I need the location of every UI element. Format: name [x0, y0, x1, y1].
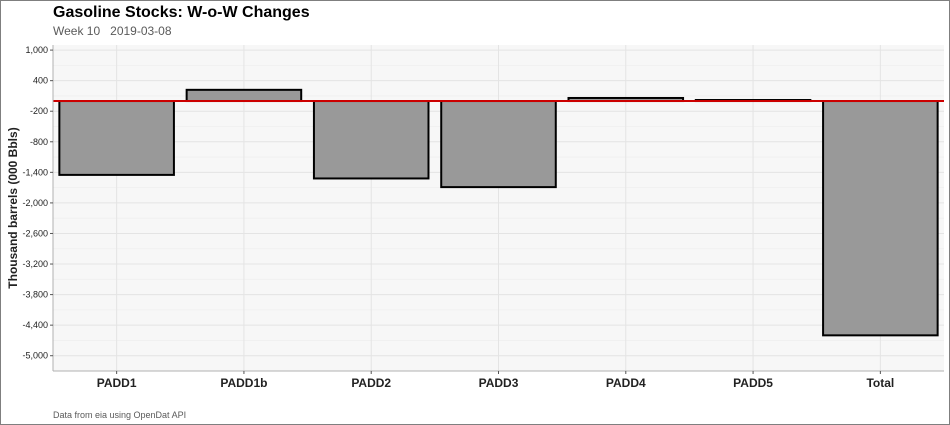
chart-title: Gasoline Stocks: W-o-W Changes [53, 4, 310, 21]
y-tick-label: -3,800 [22, 290, 48, 300]
y-axis-title: Thousand barrels (000 Bbls) [6, 127, 20, 288]
y-tick-label: 1,000 [25, 45, 48, 55]
x-tick-label: PADD1 [97, 376, 137, 390]
bar-padd1b [185, 88, 303, 103]
y-tick-label: 400 [33, 76, 48, 86]
bar-total [822, 100, 939, 337]
x-tick-label: PADD1b [220, 376, 267, 390]
chart-subtitle: Week 10 2019-03-08 [53, 24, 172, 38]
y-tick-label: -200 [30, 106, 48, 116]
y-tick-label: -2,000 [22, 198, 48, 208]
y-tick-label: -4,400 [22, 320, 48, 330]
y-tick-label: -5,000 [22, 351, 48, 361]
x-tick-label: PADD5 [733, 376, 773, 390]
bar-padd3 [440, 100, 557, 189]
chart-caption: Data from eia using OpenDat API [53, 410, 187, 420]
y-tick-label: -1,400 [22, 167, 48, 177]
bar-padd1 [58, 100, 175, 176]
y-tick-label: -3,200 [22, 259, 48, 269]
x-tick-label: PADD3 [479, 376, 519, 390]
bar-padd2 [312, 100, 430, 180]
x-tick-label: PADD2 [351, 376, 391, 390]
y-tick-label: -800 [30, 137, 48, 147]
x-tick-label: Total [866, 376, 894, 390]
y-tick-label: -2,600 [22, 228, 48, 238]
x-tick-label: PADD4 [606, 376, 646, 390]
